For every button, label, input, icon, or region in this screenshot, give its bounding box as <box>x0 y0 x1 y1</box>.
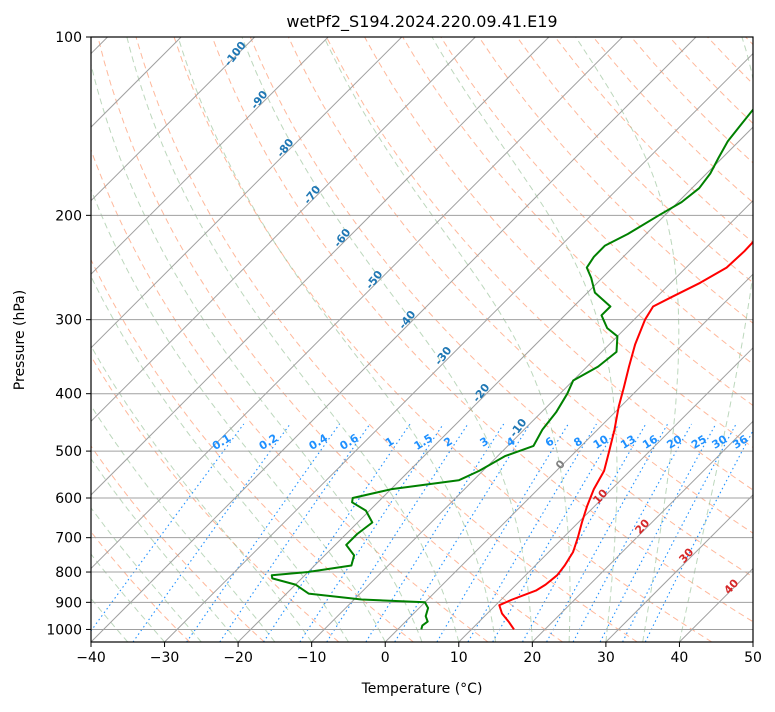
x-tick-label: 10 <box>450 650 468 666</box>
y-tick-label: 700 <box>55 531 82 547</box>
y-tick-label: 600 <box>55 491 82 507</box>
x-axis-title: Temperature (°C) <box>361 681 483 697</box>
x-tick-label: −20 <box>223 650 253 666</box>
chart-title: wetPf2_S194.2024.220.09.41.E19 <box>286 12 557 32</box>
x-tick-label: −30 <box>150 650 180 666</box>
y-tick-label: 200 <box>55 208 82 224</box>
x-tick-label: 20 <box>523 650 541 666</box>
y-tick-label: 500 <box>55 444 82 460</box>
x-tick-label: −10 <box>297 650 327 666</box>
y-tick-label: 100 <box>55 30 82 46</box>
y-axis-title: Pressure (hPa) <box>12 290 28 390</box>
x-tick-label: 30 <box>597 650 615 666</box>
x-tick-label: −40 <box>76 650 106 666</box>
y-tick-label: 900 <box>55 595 82 611</box>
x-tick-label: 40 <box>671 650 689 666</box>
y-tick-label: 400 <box>55 387 82 403</box>
y-tick-label: 300 <box>55 313 82 329</box>
x-tick-label: 0 <box>381 650 390 666</box>
x-tick-label: 50 <box>744 650 762 666</box>
y-tick-label: 800 <box>55 565 82 581</box>
y-tick-label: 1000 <box>46 622 82 638</box>
